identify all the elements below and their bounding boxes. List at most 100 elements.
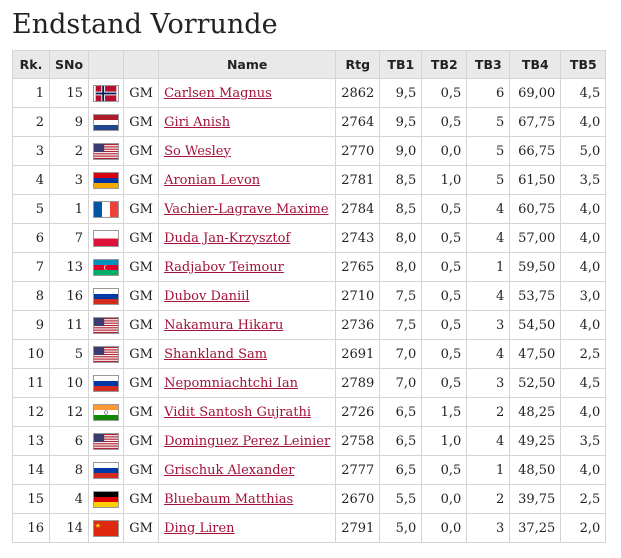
title-cell: GM <box>123 368 160 398</box>
rank-cell: 5 <box>12 194 50 224</box>
player-name-link[interactable]: Nakamura Hikaru <box>164 317 284 333</box>
rank-cell: 3 <box>12 136 50 166</box>
federation-cell <box>88 339 125 369</box>
federation-cell <box>88 107 125 137</box>
tb5-cell: 4,0 <box>560 223 607 253</box>
player-name-link[interactable]: Nepomniachtchi Ian <box>164 375 298 391</box>
tb1-cell: 7,0 <box>379 339 423 369</box>
rating-cell: 2765 <box>335 252 381 282</box>
start-number-cell: 14 <box>48 513 90 543</box>
tb1-cell: 8,0 <box>379 223 423 253</box>
player-name-link[interactable]: Shankland Sam <box>164 346 268 362</box>
federation-cell <box>88 310 125 340</box>
rank-cell: 8 <box>12 281 50 311</box>
start-number-cell: 9 <box>48 107 90 137</box>
federation-cell <box>88 252 125 282</box>
player-name-link[interactable]: Grischuk Alexander <box>164 462 295 478</box>
start-number-cell: 12 <box>48 397 90 427</box>
start-number-cell: 6 <box>48 426 90 456</box>
federation-cell <box>88 194 125 224</box>
player-name-link[interactable]: Vachier-Lagrave Maxime <box>164 201 329 217</box>
player-name-link[interactable]: Duda Jan-Krzysztof <box>164 230 291 246</box>
rating-cell: 2670 <box>335 484 381 514</box>
table-row: 13 6 GM Dominguez Perez Leinier 2758 6,5 1,0 4 4… <box>12 426 607 456</box>
title-cell: GM <box>123 281 160 311</box>
tb3-cell: 4 <box>466 426 511 456</box>
tb3-cell: 4 <box>466 339 511 369</box>
start-number-cell: 1 <box>48 194 90 224</box>
rating-cell: 2862 <box>335 78 381 108</box>
federation-cell <box>88 484 125 514</box>
player-name-link[interactable]: So Wesley <box>164 143 231 159</box>
tb3-cell: 4 <box>466 281 511 311</box>
tb1-cell: 8,5 <box>379 194 423 224</box>
col-name[interactable]: Name <box>158 50 337 79</box>
tb4-cell: 61,50 <box>509 165 562 195</box>
tb4-cell: 39,75 <box>509 484 562 514</box>
table-header-row: Rk. SNo Name Rtg TB1 TB2 TB3 TB4 TB5 <box>12 50 607 79</box>
start-number-cell: 16 <box>48 281 90 311</box>
table-row: 7 13 GM Radjabov Teimour 2765 8,0 0,5 1 59,50 4,0 <box>12 252 607 282</box>
player-name-link[interactable]: Aronian Levon <box>164 172 261 188</box>
title-cell: GM <box>123 513 160 543</box>
tb3-cell: 5 <box>466 136 511 166</box>
tb4-cell: 52,50 <box>509 368 562 398</box>
tb1-cell: 7,5 <box>379 281 423 311</box>
tb2-cell: 0,5 <box>421 339 468 369</box>
player-name-link[interactable]: Bluebaum Matthias <box>164 491 294 507</box>
player-name-link[interactable]: Radjabov Teimour <box>164 259 284 275</box>
table-row: 2 9 GM Giri Anish 2764 9,5 0,5 5 67,75 4,0 <box>12 107 607 137</box>
usa-flag-icon <box>93 316 120 334</box>
player-name-link[interactable]: Carlsen Magnus <box>164 85 272 101</box>
player-name-cell: So Wesley <box>158 136 337 166</box>
rating-cell: 2777 <box>335 455 381 485</box>
tb5-cell: 4,0 <box>560 397 607 427</box>
title-cell: GM <box>123 310 160 340</box>
tb3-cell: 1 <box>466 252 511 282</box>
title-cell: GM <box>123 397 160 427</box>
usa-flag-icon <box>93 142 120 160</box>
tb2-cell: 1,0 <box>421 426 468 456</box>
tb1-cell: 7,0 <box>379 368 423 398</box>
table-row: 15 4 GM Bluebaum Matthias 2670 5,5 0,0 2 39,75 2,… <box>12 484 607 514</box>
federation-cell <box>88 78 125 108</box>
title-cell: GM <box>123 194 160 224</box>
tb5-cell: 3,5 <box>560 165 607 195</box>
player-name-link[interactable]: Ding Liren <box>164 520 235 536</box>
rating-cell: 2764 <box>335 107 381 137</box>
title-cell: GM <box>123 165 160 195</box>
tb3-cell: 5 <box>466 107 511 137</box>
table-row: 3 2 GM So Wesley 2770 9,0 0,0 5 66,75 5,0 <box>12 136 607 166</box>
russia-flag-icon <box>93 287 120 305</box>
tb4-cell: 66,75 <box>509 136 562 166</box>
table-row: 16 14 GM Ding Liren 2791 5,0 0,0 3 37,25 2,0 <box>12 513 607 543</box>
rank-cell: 12 <box>12 397 50 427</box>
tb5-cell: 2,0 <box>560 513 607 543</box>
player-name-link[interactable]: Dominguez Perez Leinier <box>164 433 331 449</box>
player-name-cell: Duda Jan-Krzysztof <box>158 223 337 253</box>
player-name-cell: Bluebaum Matthias <box>158 484 337 514</box>
player-name-cell: Nakamura Hikaru <box>158 310 337 340</box>
tb1-cell: 6,5 <box>379 397 423 427</box>
title-cell: GM <box>123 78 160 108</box>
table-row: 1 15 GM Carlsen Magnus 2862 9,5 0,5 6 69,00 4,5 <box>12 78 607 108</box>
start-number-cell: 3 <box>48 165 90 195</box>
russia-flag-icon <box>93 461 120 479</box>
federation-cell <box>88 397 125 427</box>
player-name-link[interactable]: Vidit Santosh Gujrathi <box>164 404 311 420</box>
tb1-cell: 6,5 <box>379 426 423 456</box>
table-row: 5 1 GM Vachier-Lagrave Maxime 2784 8,5 0,5 4 60,… <box>12 194 607 224</box>
player-name-link[interactable]: Giri Anish <box>164 114 231 130</box>
start-number-cell: 10 <box>48 368 90 398</box>
rating-cell: 2743 <box>335 223 381 253</box>
player-name-cell: Dominguez Perez Leinier <box>158 426 337 456</box>
tb1-cell: 8,5 <box>379 165 423 195</box>
tb4-cell: 69,00 <box>509 78 562 108</box>
table-row: 6 7 GM Duda Jan-Krzysztof 2743 8,0 0,5 4 57,00 4,… <box>12 223 607 253</box>
player-name-link[interactable]: Dubov Daniil <box>164 288 250 304</box>
norway-flag-icon <box>93 84 120 102</box>
tb2-cell: 0,5 <box>421 107 468 137</box>
tb5-cell: 4,0 <box>560 252 607 282</box>
tb4-cell: 57,00 <box>509 223 562 253</box>
federation-cell <box>88 368 125 398</box>
